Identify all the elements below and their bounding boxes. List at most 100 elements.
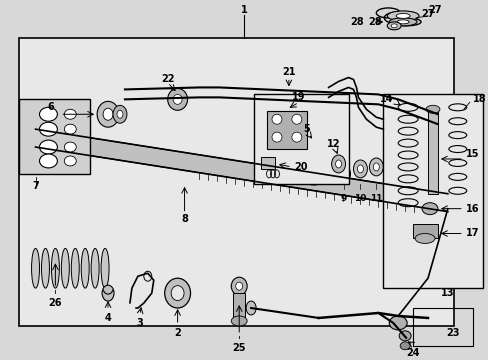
Bar (261, 157, 274, 169)
Ellipse shape (231, 316, 246, 326)
Text: 10: 10 (353, 194, 366, 203)
Ellipse shape (32, 248, 40, 288)
Ellipse shape (414, 234, 434, 243)
Ellipse shape (398, 331, 410, 341)
Text: 28: 28 (349, 17, 363, 27)
Text: 16: 16 (465, 204, 478, 213)
Ellipse shape (40, 122, 57, 136)
Ellipse shape (167, 89, 187, 110)
Ellipse shape (173, 94, 182, 104)
Ellipse shape (271, 114, 282, 124)
Ellipse shape (101, 248, 109, 288)
Ellipse shape (388, 18, 416, 26)
Text: 18: 18 (472, 94, 486, 104)
Ellipse shape (245, 301, 256, 315)
Ellipse shape (117, 110, 122, 118)
Ellipse shape (164, 278, 190, 308)
Text: 2: 2 (174, 328, 181, 338)
Bar (427, 109, 437, 194)
Ellipse shape (386, 22, 400, 30)
Ellipse shape (71, 248, 79, 288)
Ellipse shape (64, 124, 76, 134)
Ellipse shape (386, 184, 398, 204)
Ellipse shape (41, 248, 49, 288)
Ellipse shape (433, 192, 445, 211)
Ellipse shape (399, 342, 409, 350)
Ellipse shape (271, 132, 282, 142)
Ellipse shape (411, 188, 423, 208)
Ellipse shape (61, 248, 69, 288)
Text: 13: 13 (440, 288, 454, 298)
Ellipse shape (40, 140, 57, 154)
Text: 23: 23 (445, 328, 458, 338)
Ellipse shape (40, 154, 57, 168)
Text: 12: 12 (326, 139, 340, 149)
Bar (266, 111, 306, 149)
Text: 8: 8 (181, 213, 187, 224)
Bar (298, 147, 328, 172)
Text: 1: 1 (240, 5, 247, 15)
Ellipse shape (51, 248, 59, 288)
Ellipse shape (368, 158, 383, 176)
Ellipse shape (388, 316, 407, 330)
Text: 9: 9 (340, 194, 346, 203)
Ellipse shape (390, 24, 396, 28)
Ellipse shape (303, 142, 323, 152)
Text: 22: 22 (161, 75, 174, 85)
Polygon shape (19, 99, 90, 174)
Text: 26: 26 (48, 298, 62, 308)
Ellipse shape (335, 160, 341, 168)
Text: 25: 25 (232, 343, 245, 353)
Ellipse shape (395, 13, 409, 18)
Text: 21: 21 (282, 67, 295, 77)
Text: 27: 27 (420, 9, 434, 19)
Ellipse shape (113, 105, 127, 123)
Ellipse shape (421, 203, 437, 215)
Ellipse shape (425, 105, 439, 113)
Ellipse shape (64, 156, 76, 166)
Text: 4: 4 (104, 313, 111, 323)
Ellipse shape (396, 20, 408, 24)
Text: 15: 15 (465, 149, 478, 159)
Bar (412, 224, 437, 238)
Text: 5: 5 (303, 124, 309, 134)
Ellipse shape (64, 109, 76, 119)
Ellipse shape (91, 248, 99, 288)
Bar (254, 94, 348, 184)
Text: 11: 11 (369, 194, 382, 203)
Text: 20: 20 (293, 162, 307, 172)
Ellipse shape (231, 277, 246, 295)
Ellipse shape (303, 167, 323, 177)
Text: 3: 3 (136, 318, 143, 328)
Ellipse shape (386, 11, 418, 21)
Ellipse shape (81, 248, 89, 288)
Ellipse shape (103, 108, 113, 120)
Bar (233, 293, 244, 321)
Text: 14: 14 (379, 94, 392, 104)
Text: 6: 6 (47, 102, 54, 112)
Bar (412, 308, 472, 346)
Ellipse shape (340, 170, 346, 178)
Text: 17: 17 (465, 229, 478, 238)
Ellipse shape (171, 286, 183, 301)
Ellipse shape (353, 160, 366, 178)
Ellipse shape (373, 163, 379, 171)
Ellipse shape (291, 114, 301, 124)
Ellipse shape (291, 133, 335, 185)
Ellipse shape (64, 142, 76, 152)
Ellipse shape (423, 190, 435, 210)
Ellipse shape (97, 102, 119, 127)
Text: 24: 24 (406, 348, 419, 358)
Ellipse shape (40, 107, 57, 121)
Ellipse shape (399, 186, 411, 206)
Ellipse shape (336, 165, 350, 183)
Ellipse shape (235, 282, 242, 290)
Ellipse shape (102, 285, 114, 301)
Ellipse shape (291, 132, 301, 142)
Bar (383, 94, 482, 288)
Polygon shape (36, 129, 447, 212)
Ellipse shape (301, 144, 325, 174)
Ellipse shape (357, 165, 363, 173)
Text: 19: 19 (291, 93, 305, 102)
Text: 28: 28 (368, 17, 382, 27)
